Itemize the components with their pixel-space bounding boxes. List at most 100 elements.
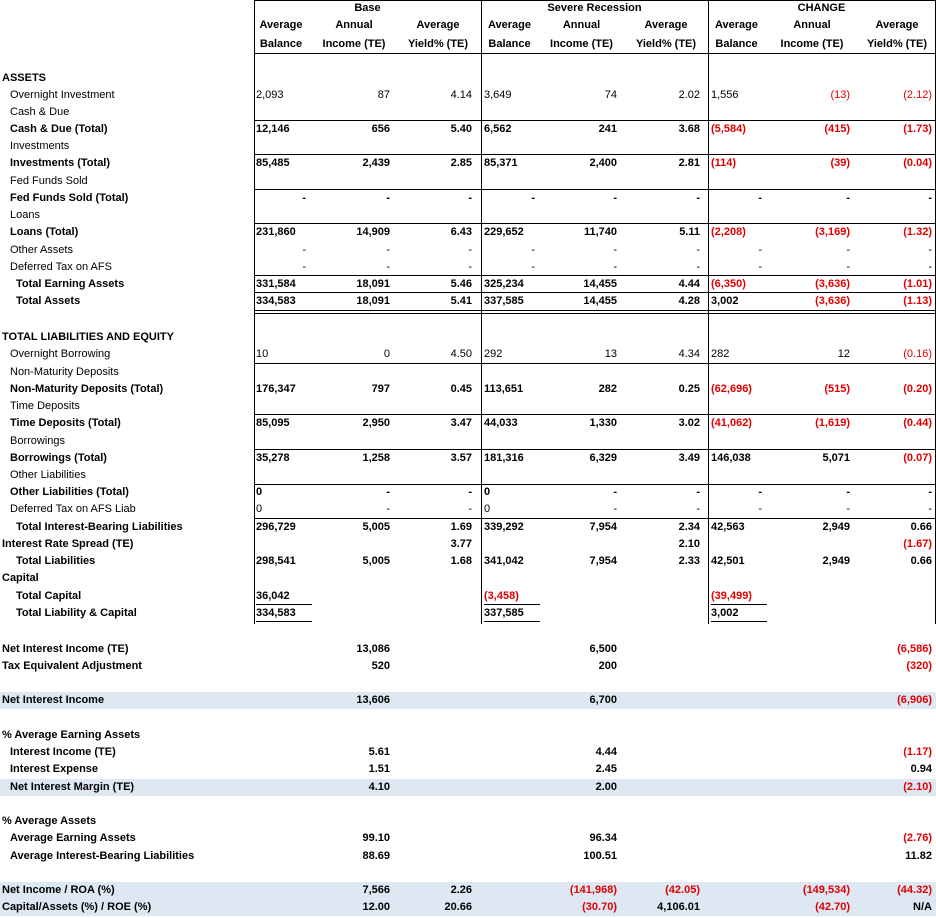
row-label: Net Interest Income <box>2 694 105 706</box>
value-cell: (1.13) <box>903 295 932 307</box>
value-cell: (1.67) <box>903 538 932 550</box>
row-label: Investments <box>10 140 70 152</box>
value-cell: 337,585 <box>484 295 524 307</box>
row-label: Fed Funds Sold <box>10 175 88 187</box>
value-cell: (42.05) <box>665 884 700 896</box>
value-cell: (0.44) <box>903 417 932 429</box>
row-label: Net Interest Margin (TE) <box>10 781 135 793</box>
col-header-average-yield: Average <box>875 19 919 31</box>
table-row: Fed Funds Sold (Total) - - - - - - - - - <box>0 190 936 207</box>
value-cell: - <box>758 261 762 273</box>
value-cell: 334,583 <box>256 295 296 307</box>
grid-line <box>254 275 936 276</box>
value-cell: (1.17) <box>903 746 932 758</box>
row-label: Interest Rate Spread (TE) <box>2 538 134 550</box>
value-cell: (41,062) <box>711 417 752 429</box>
row-label: Other Assets <box>10 244 73 256</box>
value-cell: 11,740 <box>583 226 617 238</box>
value-cell: 0.66 <box>910 555 932 567</box>
value-cell: 2,439 <box>362 157 390 169</box>
table-row: Interest Expense 1.51 2.45 0.94 <box>0 761 936 778</box>
value-cell: 4.44 <box>595 746 617 758</box>
value-cell: 0 <box>484 486 491 498</box>
row-label: Time Deposits (Total) <box>10 417 121 429</box>
table-row: Loans <box>0 207 936 224</box>
value-cell: 5.11 <box>679 226 700 238</box>
value-cell: 4,106.01 <box>657 901 700 913</box>
value-cell: 231,860 <box>256 226 296 238</box>
value-cell: - <box>468 192 472 204</box>
row-label: Borrowings (Total) <box>10 452 107 464</box>
table-row: Net Income / ROA (%) 7,566 2.26 (141,968) (4… <box>0 882 936 899</box>
value-cell: 2.33 <box>678 555 700 567</box>
value-cell: 4.14 <box>450 89 472 101</box>
grid-line <box>711 604 767 605</box>
grid-line <box>254 313 936 314</box>
value-cell: 337,585 <box>484 607 524 619</box>
value-cell: 35,278 <box>256 452 290 464</box>
value-cell: - <box>531 261 535 273</box>
value-cell: - <box>386 503 390 515</box>
col-header-average-balance: Balance <box>715 38 758 50</box>
table-row: % Average Assets <box>0 813 936 830</box>
value-cell: - <box>696 192 700 204</box>
value-cell: 12.00 <box>362 901 390 913</box>
group-header-change: CHANGE <box>797 2 846 14</box>
value-cell: - <box>613 486 617 498</box>
table-row: Interest Rate Spread (TE) 3.77 2.10 (1.67) <box>0 536 936 553</box>
value-cell: - <box>928 192 932 204</box>
value-cell: 7,954 <box>589 555 617 567</box>
value-cell: 13,086 <box>356 643 390 655</box>
value-cell: (6,350) <box>711 278 746 290</box>
value-cell: 74 <box>604 89 617 101</box>
row-label: Net Income / ROA (%) <box>2 884 115 896</box>
group-header-base: Base <box>354 2 381 14</box>
row-label: Cash & Due (Total) <box>10 123 108 135</box>
value-cell: - <box>696 261 700 273</box>
table-row: Cash & Due <box>0 104 936 121</box>
value-cell: 2.10 <box>678 538 700 550</box>
value-cell: (2.76) <box>903 832 932 844</box>
value-cell: 7,954 <box>589 521 617 533</box>
value-cell: - <box>613 192 617 204</box>
grid-line <box>254 518 936 519</box>
value-cell: - <box>928 261 932 273</box>
row-label: Non-Maturity Deposits (Total) <box>10 383 164 395</box>
row-label: Deferred Tax on AFS <box>10 261 112 273</box>
table-row: Total Earning Assets 331,584 18,091 5.46 325… <box>0 276 936 293</box>
grid-line <box>481 0 482 624</box>
value-cell: (415) <box>824 123 850 135</box>
value-cell: - <box>531 192 535 204</box>
col-header-average-yield: Yield% (TE) <box>866 38 928 50</box>
table-row: Non-Maturity Deposits <box>0 364 936 381</box>
value-cell: 5,071 <box>822 452 850 464</box>
value-cell: N/A <box>913 901 932 913</box>
row-label: TOTAL LIABILITIES AND EQUITY <box>2 331 174 343</box>
table-row: Total Assets 334,583 18,091 5.41 337,585 14,4… <box>0 293 936 310</box>
value-cell: - <box>531 244 535 256</box>
value-cell: (0.20) <box>903 383 932 395</box>
grid-line <box>484 604 540 605</box>
value-cell: (3,169) <box>815 226 850 238</box>
value-cell: (42.70) <box>815 901 850 913</box>
value-cell: - <box>846 192 850 204</box>
row-label: Interest Expense <box>10 763 99 775</box>
value-cell: (141,968) <box>569 884 617 896</box>
value-cell: 6,700 <box>589 694 617 706</box>
row-label: Net Interest Income (TE) <box>2 643 129 655</box>
table-row: Average Earning Assets 99.10 96.34 (2.76) <box>0 830 936 847</box>
value-cell: 520 <box>371 660 390 672</box>
value-cell: (0.16) <box>903 348 932 360</box>
table-row: Other Assets - - - - - - - - - <box>0 242 936 259</box>
value-cell: 181,316 <box>484 452 524 464</box>
value-cell: - <box>928 244 932 256</box>
value-cell: 2.81 <box>678 157 700 169</box>
value-cell: 3.68 <box>678 123 700 135</box>
value-cell: 2,400 <box>589 157 617 169</box>
value-cell: (39) <box>830 157 850 169</box>
value-cell: (39,499) <box>711 590 752 602</box>
table-row: Interest Income (TE) 5.61 4.44 (1.17) <box>0 744 936 761</box>
value-cell: 3.02 <box>678 417 700 429</box>
table-row: Loans (Total) 231,860 14,909 6.43 229,652 11,… <box>0 224 936 241</box>
